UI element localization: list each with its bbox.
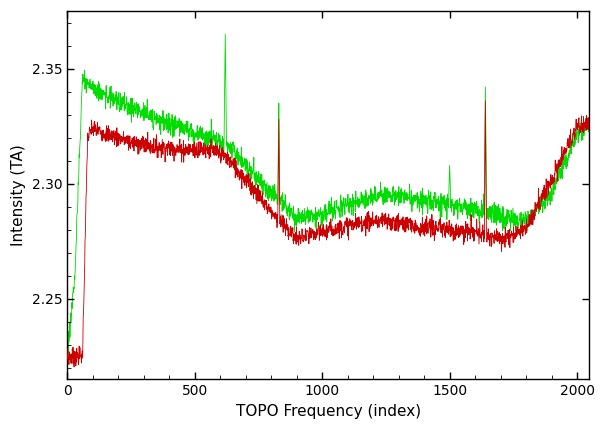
Y-axis label: Intensity (TA): Intensity (TA) [11,144,26,246]
X-axis label: TOPO Frequency (index): TOPO Frequency (index) [236,404,421,419]
